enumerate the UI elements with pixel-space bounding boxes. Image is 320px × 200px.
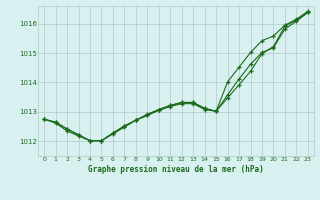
X-axis label: Graphe pression niveau de la mer (hPa): Graphe pression niveau de la mer (hPa) [88, 165, 264, 174]
